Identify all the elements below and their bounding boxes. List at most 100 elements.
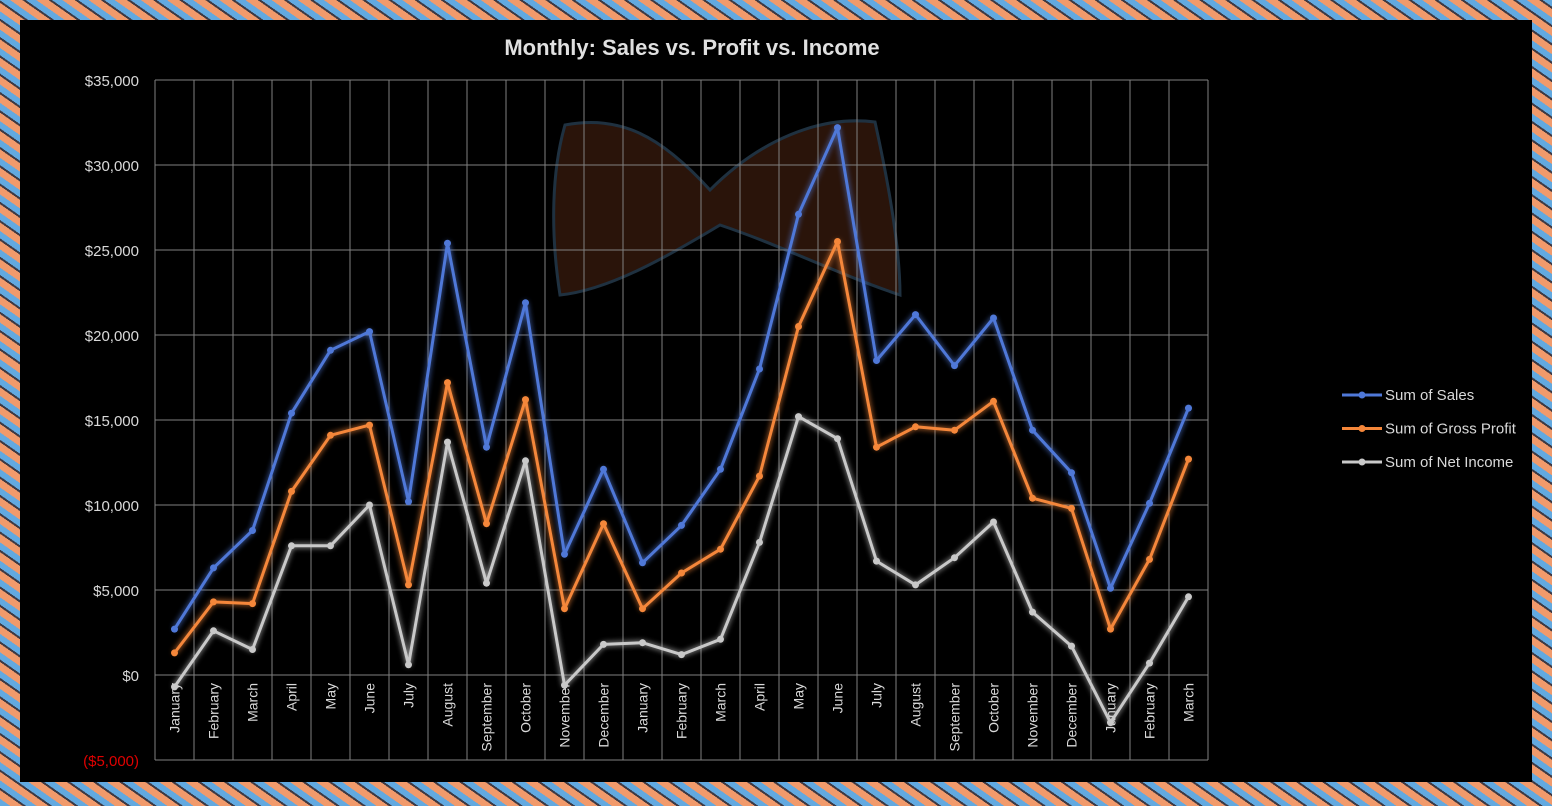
legend-label: Sum of Gross Profit <box>1385 421 1517 438</box>
x-tick-label: May <box>791 683 807 709</box>
series-2 <box>171 238 1192 657</box>
x-tick-label: October <box>518 683 534 733</box>
y-tick-label: $10,000 <box>85 498 139 515</box>
x-tick-label: June <box>362 683 378 714</box>
data-point <box>444 438 451 446</box>
data-point <box>366 328 373 336</box>
data-point <box>639 605 646 613</box>
data-point <box>171 649 178 657</box>
data-point <box>288 409 295 417</box>
data-point <box>873 557 880 565</box>
chart-area: Monthly: Sales vs. Profit vs. Income $35… <box>20 20 1532 782</box>
x-tick-label: April <box>752 683 768 711</box>
data-point <box>483 579 490 587</box>
x-tick-label: March <box>245 683 261 722</box>
x-tick-label: February <box>206 683 222 739</box>
data-point <box>483 443 490 451</box>
x-tick-label: October <box>986 683 1002 733</box>
data-point <box>600 520 607 528</box>
data-point <box>912 423 919 431</box>
y-tick-label: $0 <box>122 668 139 685</box>
data-point <box>249 527 256 534</box>
data-point <box>1029 426 1036 434</box>
data-point <box>483 520 490 528</box>
data-point <box>717 465 724 473</box>
data-point <box>756 365 763 373</box>
data-point <box>834 435 841 443</box>
y-tick-label: $35,000 <box>85 73 139 90</box>
x-tick-label: August <box>908 683 924 727</box>
data-point <box>951 554 958 562</box>
x-tick-label: March <box>713 683 729 722</box>
x-tick-label: January <box>167 683 183 733</box>
data-point <box>990 314 997 322</box>
data-point <box>990 518 997 526</box>
x-tick-label: August <box>440 683 456 727</box>
legend-swatch-marker <box>1358 391 1366 399</box>
y-tick-label: $20,000 <box>85 328 139 345</box>
data-point <box>288 542 295 550</box>
data-point <box>951 426 958 434</box>
data-point <box>1029 608 1036 616</box>
data-point <box>522 396 529 404</box>
data-point <box>1185 593 1192 601</box>
x-tick-label: January <box>635 683 651 733</box>
x-tick-label: November <box>1025 683 1041 748</box>
data-point <box>210 598 217 606</box>
data-point <box>1146 659 1153 667</box>
x-tick-label: June <box>830 683 846 714</box>
x-tick-label: February <box>1142 683 1158 739</box>
x-tick-label: December <box>596 683 612 748</box>
data-point <box>756 472 763 480</box>
x-tick-label: May <box>323 683 339 709</box>
data-point <box>210 627 217 635</box>
data-point <box>1185 455 1192 463</box>
data-point <box>444 379 451 387</box>
x-tick-label: January <box>1103 683 1119 733</box>
x-tick-label: July <box>869 683 885 708</box>
data-point <box>249 600 256 608</box>
data-point <box>678 651 685 659</box>
legend-swatch-marker <box>1358 458 1366 466</box>
y-tick-label: $25,000 <box>85 243 139 260</box>
line-chart: Monthly: Sales vs. Profit vs. Income $35… <box>83 35 1517 770</box>
y-tick-label: $30,000 <box>85 158 139 175</box>
data-point <box>210 564 217 572</box>
data-point <box>522 457 529 465</box>
chart-title: Monthly: Sales vs. Profit vs. Income <box>504 35 879 60</box>
data-point <box>561 605 568 613</box>
data-point <box>1146 555 1153 563</box>
data-point <box>1107 625 1114 633</box>
data-point <box>990 397 997 405</box>
data-point <box>1185 404 1192 412</box>
series-line <box>173 240 1190 654</box>
x-tick-label: April <box>284 683 300 711</box>
data-point <box>1107 719 1114 727</box>
data-point <box>756 538 763 546</box>
data-point <box>1107 584 1114 592</box>
x-tick-label: September <box>479 683 495 752</box>
data-point <box>1068 504 1075 512</box>
legend-swatch-marker <box>1358 425 1366 432</box>
y-tick-label: ($5,000) <box>83 753 139 770</box>
data-point <box>1029 494 1036 502</box>
data-point <box>1146 499 1153 507</box>
data-point <box>639 639 646 647</box>
data-point <box>444 239 451 247</box>
data-point <box>912 581 919 589</box>
x-tick-label: November <box>557 683 573 748</box>
data-point <box>405 661 412 669</box>
data-point <box>717 635 724 643</box>
data-point <box>405 498 412 506</box>
bowtie-logo <box>552 119 902 298</box>
x-tick-label: March <box>1181 683 1197 722</box>
data-point <box>327 431 334 439</box>
data-point <box>288 487 295 495</box>
data-point <box>522 299 529 307</box>
data-point <box>678 521 685 529</box>
data-point <box>912 311 919 319</box>
data-point <box>873 443 880 451</box>
data-point <box>249 646 256 653</box>
x-tick-label: July <box>401 683 417 708</box>
data-point <box>171 625 178 633</box>
